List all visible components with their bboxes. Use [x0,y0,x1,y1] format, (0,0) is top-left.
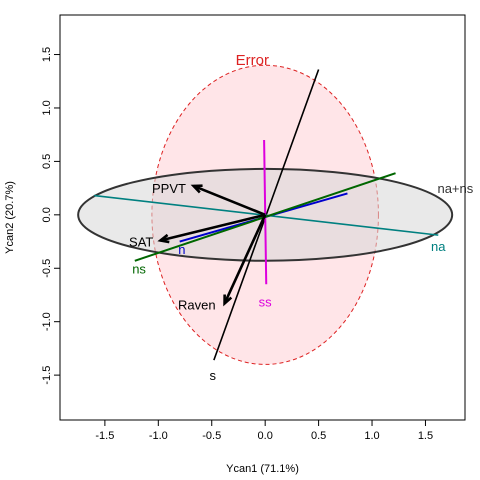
x-axis-title: Ycan1 (71.1%) [226,463,299,475]
x-tick-label: -1.5 [95,430,114,442]
x-tick-label: 0.5 [311,430,326,442]
term-label-na: na [431,239,446,254]
arrow-label-sat: SAT [129,235,153,250]
term-label-s: s [210,368,217,383]
x-tick-label: 1.0 [364,430,379,442]
ellipse-label-na-ns: na+ns [437,181,473,196]
term-label-ss: ss [259,294,273,309]
term-label-n: n [178,242,185,257]
y-tick-label: 0.0 [41,207,53,222]
y-tick-label: 0.5 [41,154,53,169]
y-tick-label: 1.0 [41,100,53,115]
x-axis: -1.5 -1.0 -0.5 0.0 0.5 1.0 1.5 [95,419,433,442]
variable-arrow-layer [157,184,267,307]
y-tick-label: 1.5 [41,47,53,62]
x-tick-label: -0.5 [202,430,221,442]
arrowhead-sat [157,233,170,244]
arrow-raven [223,214,267,305]
y-axis: -1.5 -1.0 -0.5 0.0 0.5 1.0 1.5 [41,47,61,385]
x-tick-label: 0.0 [258,430,273,442]
y-tick-label: -1.0 [41,312,53,331]
arrow-ppvt [193,184,266,217]
arrow-sat [160,213,266,242]
term-label-ns: ns [132,261,146,276]
term-line-ss [263,140,268,285]
y-axis-title: Ycan2 (20.7%) [4,181,16,254]
arrowhead-raven [223,294,233,307]
arrow-label-ppvt: PPVT [152,181,186,196]
x-tick-label: 1.5 [418,430,433,442]
ellipse-label-error: Error [236,52,269,69]
arrowhead-ppvt [190,184,203,194]
x-tick-label: -1.0 [149,430,168,442]
arrow-label-raven: Raven [178,298,216,313]
y-tick-label: -1.5 [41,366,53,385]
y-tick-label: -0.5 [41,259,53,278]
